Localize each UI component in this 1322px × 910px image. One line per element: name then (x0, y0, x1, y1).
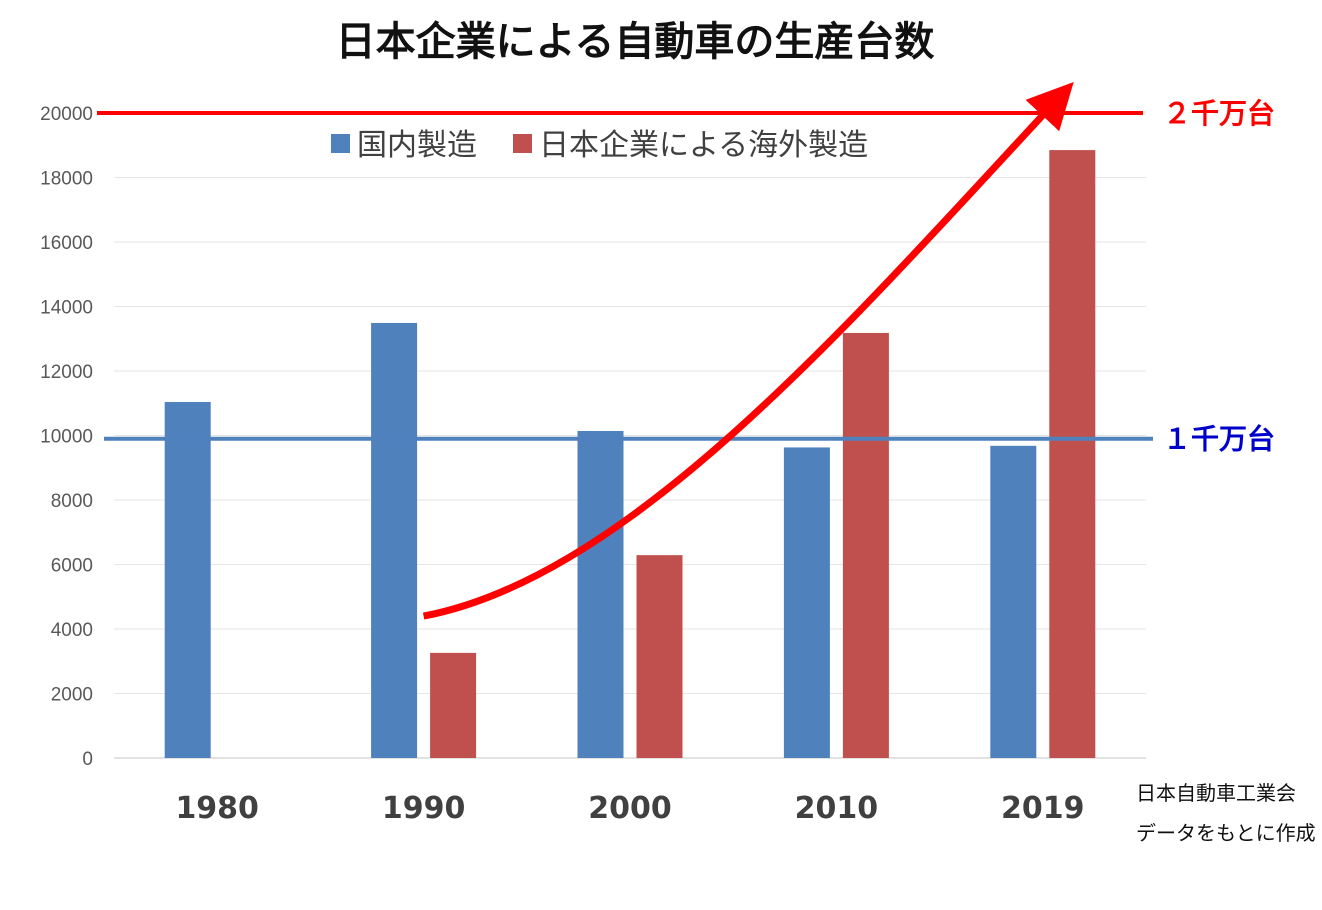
legend-swatch (331, 134, 350, 153)
x-tick-label: 2019 (1001, 791, 1085, 826)
reference-lines: ２千万台 １千万台 (97, 97, 1275, 456)
y-tick-label: 12000 (40, 362, 93, 383)
y-axis: 0 2000 4000 6000 8000 10000 12000 14000 16000 180… (40, 104, 93, 770)
legend: 国内製造 日本企業による海外製造 (331, 128, 868, 163)
y-tick-label: 14000 (40, 298, 93, 319)
trend-arrow (422, 81, 1074, 620)
y-tick-label: 8000 (51, 491, 93, 512)
bar (842, 332, 889, 758)
x-tick-label: 1990 (382, 791, 466, 826)
trend-arrow-line (422, 81, 1074, 620)
y-tick-label: 2000 (51, 685, 93, 706)
bar (371, 322, 418, 758)
legend-label: 日本企業による海外製造 (539, 128, 868, 163)
bar (164, 401, 211, 758)
bar (990, 445, 1037, 758)
y-tick-label: 4000 (51, 620, 93, 641)
source-line: データをもとに作成 (1136, 821, 1316, 845)
y-tick-label: 0 (82, 749, 93, 770)
reference-line-label: ２千万台 (1163, 97, 1275, 130)
bar (636, 555, 683, 758)
bar (577, 430, 624, 758)
source-line: 日本自動車工業会 (1136, 781, 1296, 805)
x-tick-label: 2010 (795, 791, 879, 826)
x-axis: 1980 1990 2000 2010 2019 (175, 791, 1084, 826)
y-tick-label: 16000 (40, 233, 93, 254)
chart-title: 日本企業による自動車の生産台数 (336, 19, 935, 65)
y-tick-label: 20000 (40, 104, 93, 125)
bars (164, 150, 1096, 758)
reference-line-label: １千万台 (1163, 423, 1275, 456)
x-tick-label: 2000 (588, 791, 672, 826)
y-tick-label: 18000 (40, 169, 93, 190)
legend-label: 国内製造 (357, 128, 477, 163)
y-tick-label: 6000 (51, 556, 93, 577)
x-tick-label: 1980 (175, 791, 259, 826)
bar (783, 447, 830, 758)
y-tick-label: 10000 (40, 427, 93, 448)
bar (430, 652, 477, 758)
bar (1049, 150, 1096, 758)
legend-swatch (513, 134, 532, 153)
